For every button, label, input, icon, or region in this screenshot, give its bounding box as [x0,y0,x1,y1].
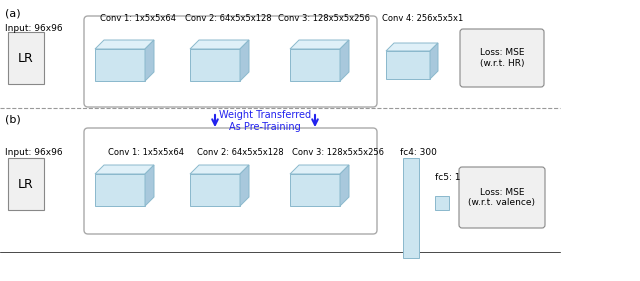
Text: Input: 96x96: Input: 96x96 [5,24,63,33]
Polygon shape [145,165,154,206]
Polygon shape [190,174,240,206]
FancyBboxPatch shape [460,29,544,87]
Text: LR: LR [18,51,34,65]
Text: Conv 3: 128x5x5x256: Conv 3: 128x5x5x256 [292,148,384,157]
Polygon shape [190,40,249,49]
Polygon shape [190,49,240,81]
Bar [403,158,419,258]
Polygon shape [190,165,249,174]
Polygon shape [340,165,349,206]
Polygon shape [340,40,349,81]
Polygon shape [430,43,438,79]
Text: Conv 2: 64x5x5x128: Conv 2: 64x5x5x128 [197,148,284,157]
Polygon shape [95,40,154,49]
Polygon shape [290,49,340,81]
Polygon shape [386,51,430,79]
Polygon shape [95,49,145,81]
Text: Conv 1: 1x5x5x64: Conv 1: 1x5x5x64 [100,14,176,23]
Bar [435,196,449,210]
Text: Input: 96x96: Input: 96x96 [5,148,63,157]
Polygon shape [145,40,154,81]
Polygon shape [240,165,249,206]
Polygon shape [290,40,349,49]
Text: Loss: MSE
(w.r.t. HR): Loss: MSE (w.r.t. HR) [480,48,524,68]
Text: (a): (a) [5,8,20,18]
Text: LR: LR [18,178,34,191]
Text: Weight Transferred
As Pre-Training: Weight Transferred As Pre-Training [219,110,311,132]
Polygon shape [386,43,438,51]
Text: fc5: 1: fc5: 1 [435,173,461,182]
FancyBboxPatch shape [459,167,545,228]
Text: fc4: 300: fc4: 300 [400,148,437,157]
Text: Loss: MSE
(w.r.t. valence): Loss: MSE (w.r.t. valence) [468,188,536,207]
Polygon shape [95,165,154,174]
Text: Conv 2: 64x5x5x128: Conv 2: 64x5x5x128 [185,14,271,23]
Polygon shape [95,174,145,206]
Polygon shape [290,165,349,174]
Text: (b): (b) [5,115,20,125]
Bar [8,158,44,210]
Text: Conv 4: 256x5x5x1: Conv 4: 256x5x5x1 [382,14,463,23]
Bar [8,32,44,84]
Text: Conv 3: 128x5x5x256: Conv 3: 128x5x5x256 [278,14,370,23]
Text: Conv 1: 1x5x5x64: Conv 1: 1x5x5x64 [108,148,184,157]
FancyBboxPatch shape [84,128,377,234]
FancyBboxPatch shape [84,16,377,107]
Polygon shape [290,174,340,206]
Polygon shape [240,40,249,81]
